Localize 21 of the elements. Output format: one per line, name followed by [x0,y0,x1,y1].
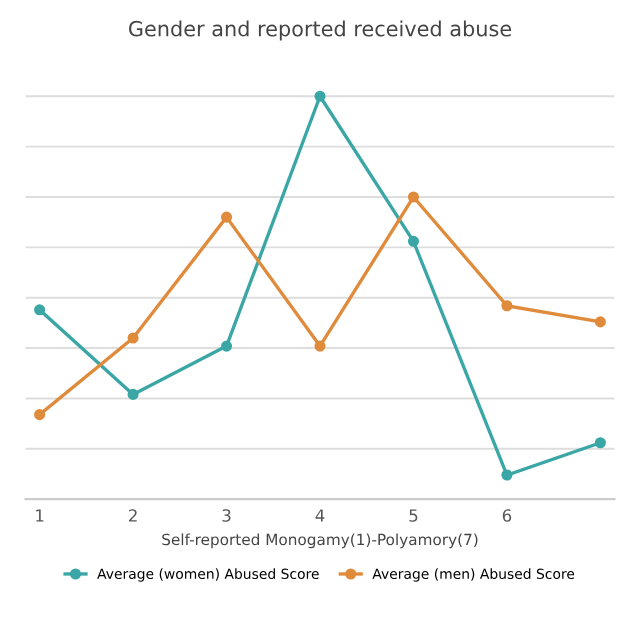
point [501,300,513,312]
point [407,191,420,203]
x-tick-label: 5 [409,509,418,522]
point [594,437,606,449]
point [407,235,420,247]
point [220,340,233,352]
point [501,469,513,481]
x-tick-label: 6 [502,509,512,522]
point [594,316,606,328]
point [34,409,46,421]
point [34,304,46,316]
point [127,332,139,344]
x-tick-label: 1 [36,509,44,522]
x-tick-label: 2 [129,509,137,522]
chart-title: Gender and reported received abuse [129,20,512,41]
point [220,211,233,223]
point [314,90,326,102]
x-tick-label: 3 [222,509,231,522]
point [127,388,139,400]
x-tick-label: 4 [315,509,325,522]
point [314,340,326,352]
